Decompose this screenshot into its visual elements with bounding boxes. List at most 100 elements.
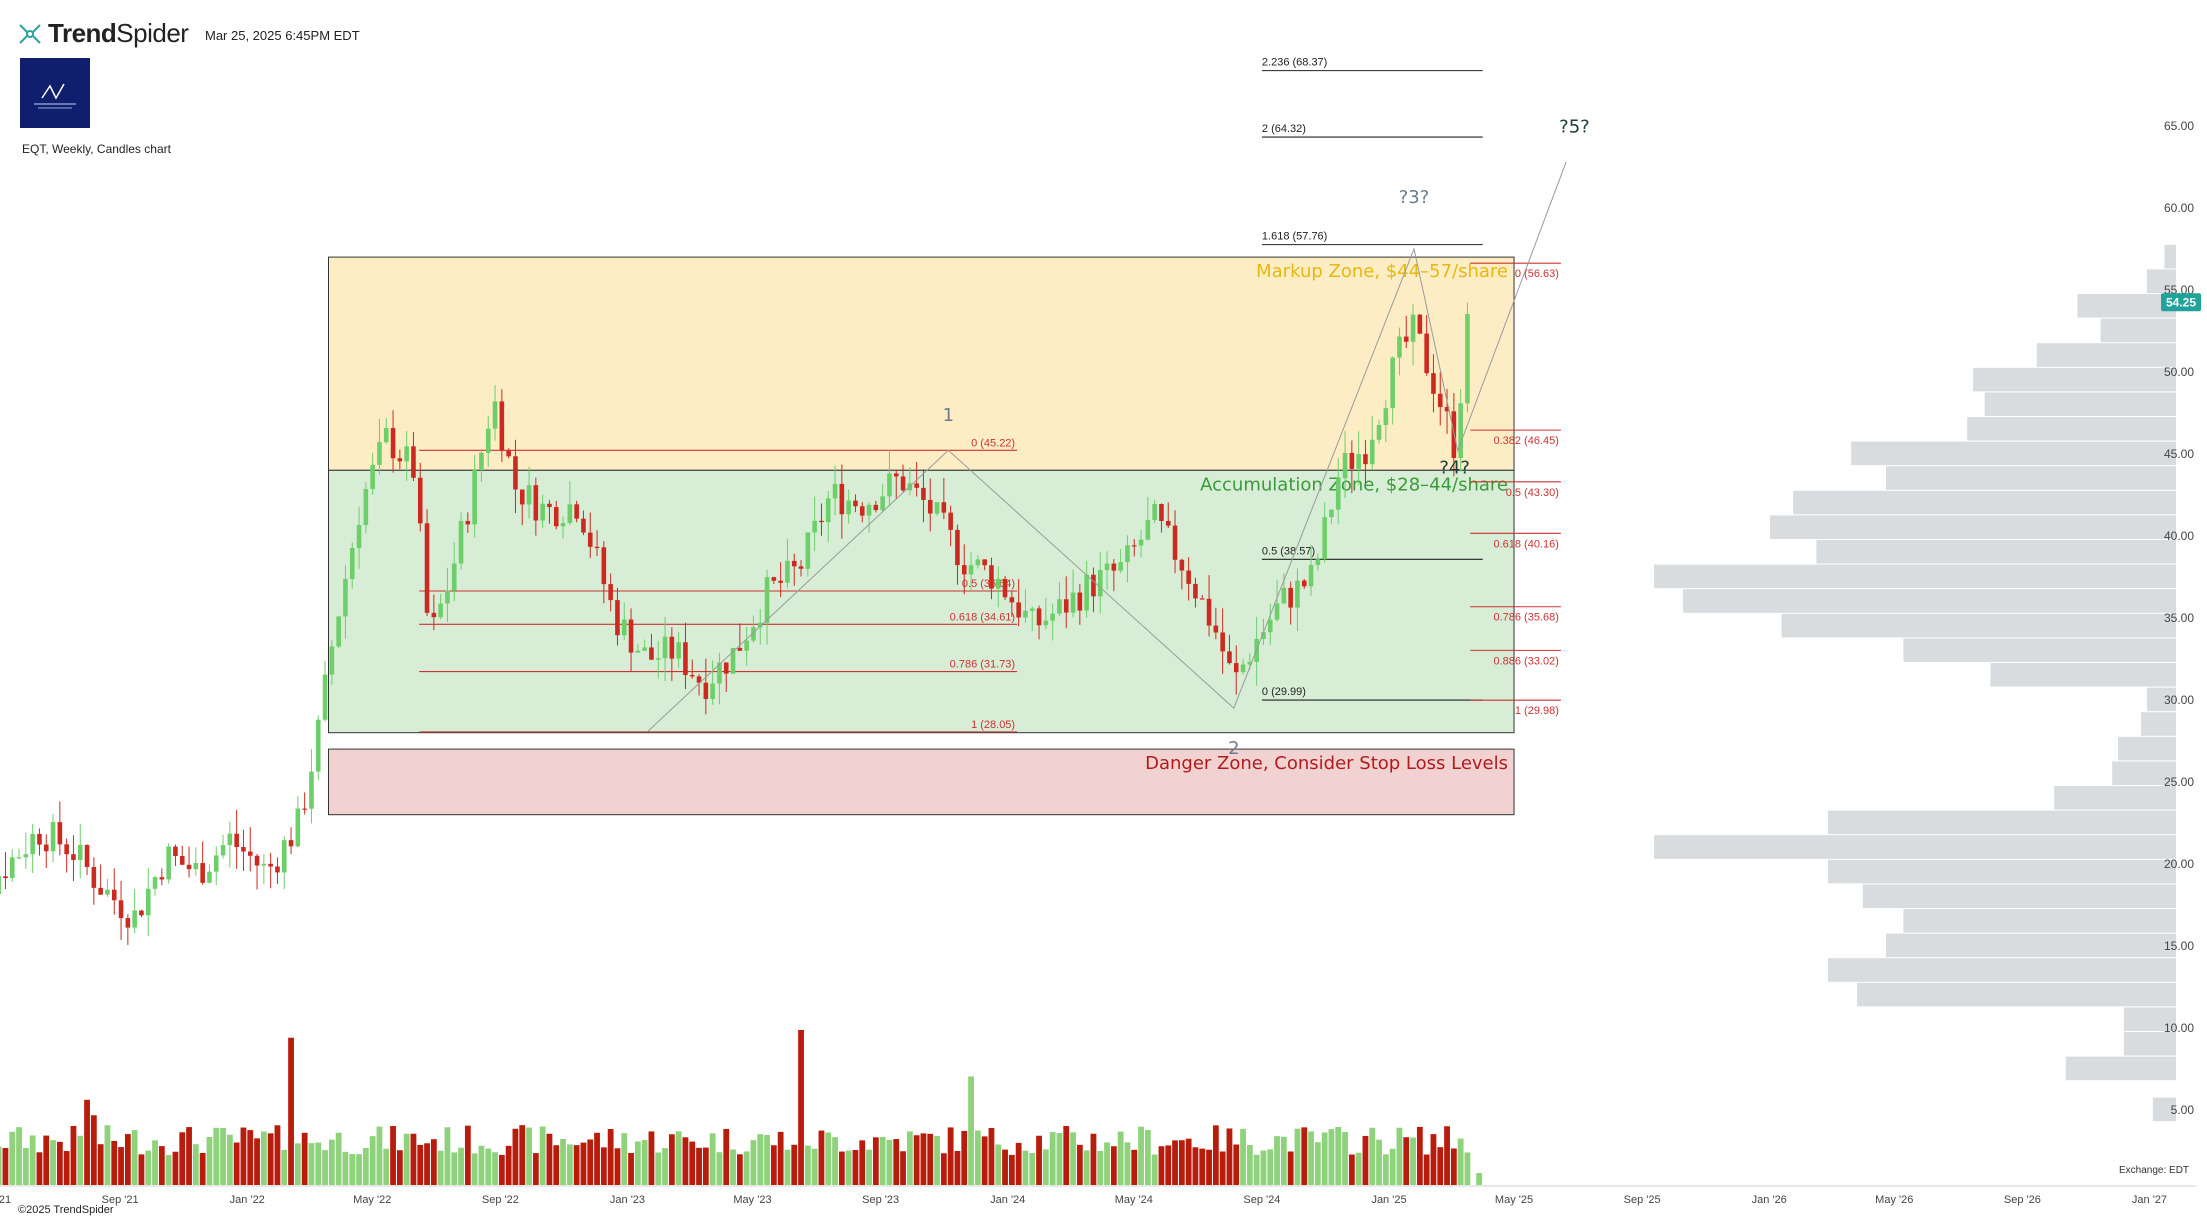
candle-body [0, 876, 1, 895]
volume-bar [1362, 1135, 1369, 1185]
fib-level-label: 1 (29.98) [1515, 705, 1559, 717]
volume-bar [974, 1130, 981, 1185]
volume-bar [464, 1125, 471, 1185]
candle-body [900, 476, 906, 491]
candle-body [676, 642, 681, 659]
trendspider-logo[interactable]: TrendSpider [18, 18, 189, 49]
volume-bar [682, 1137, 689, 1185]
candle-body [1267, 619, 1273, 633]
volume-bar [308, 1143, 315, 1185]
volume-bar [260, 1131, 267, 1185]
volume-bar [1063, 1125, 1070, 1185]
x-tick-label: Sep '22 [482, 1194, 519, 1206]
candle-body [635, 650, 641, 653]
volume-bar [172, 1151, 179, 1185]
volume-bar [1450, 1148, 1457, 1185]
volume-bar [1083, 1150, 1090, 1185]
volume-bar [1267, 1149, 1274, 1185]
y-tick-label: 15.00 [2164, 939, 2194, 953]
volume-bar [526, 1127, 532, 1185]
volume-bar [131, 1130, 138, 1185]
candle-body [1240, 664, 1246, 673]
candle-body [329, 646, 335, 675]
zone-label: Accumulation Zone, $28–44/share [1200, 474, 1508, 495]
candle-body [669, 636, 675, 659]
candle-body [281, 840, 287, 873]
candle-body [404, 446, 409, 462]
candle-body [336, 616, 341, 647]
volume-bar [1396, 1127, 1403, 1185]
volume-bar [1464, 1152, 1471, 1185]
candle-body [261, 863, 267, 866]
volume-bar [845, 1150, 852, 1185]
candle-body [859, 506, 865, 516]
candle-body [451, 563, 457, 591]
volume-bar [1476, 1173, 1483, 1185]
candle-body [472, 470, 477, 525]
volume-profile-bar [1781, 613, 2176, 638]
candle-body [1206, 598, 1212, 626]
volume-profile-bar [1862, 884, 2176, 908]
candle-body [417, 477, 423, 524]
volume-bar [335, 1132, 342, 1185]
volume-bar [580, 1142, 587, 1185]
candle-body [288, 840, 294, 847]
candle-body [628, 619, 634, 653]
volume-bar [165, 1154, 172, 1185]
volume-bar [1335, 1126, 1342, 1185]
volume-bar [784, 1149, 791, 1185]
candle-body [1091, 574, 1096, 597]
candle-body [757, 622, 763, 628]
zone-label: Markup Zone, $44–57/share [1256, 261, 1508, 282]
candle-body [98, 887, 103, 895]
volume-bar [1416, 1126, 1423, 1185]
volume-bar [594, 1132, 600, 1185]
volume-profile-bar [1984, 392, 2176, 416]
candle-body [193, 863, 199, 870]
candle-body [533, 485, 539, 521]
volume-bar [1240, 1128, 1246, 1185]
candle-body [1369, 439, 1375, 465]
volume-bar [702, 1147, 709, 1185]
y-tick-label: 65.00 [2164, 119, 2194, 133]
volume-bar [1015, 1142, 1022, 1185]
volume-bar [158, 1146, 165, 1185]
volume-bar [968, 1076, 974, 1185]
candle-body [1125, 545, 1130, 563]
candle-body [132, 910, 137, 928]
candle-body [1227, 651, 1232, 664]
candle-body [1097, 570, 1103, 597]
candle-body [649, 647, 654, 660]
candle-body [683, 642, 688, 676]
fib-level-label: 0.886 (33.02) [1493, 655, 1558, 667]
candle-body [254, 855, 260, 866]
candle-body [1295, 580, 1300, 608]
volume-bar [1246, 1145, 1253, 1185]
volume-bar [764, 1135, 770, 1185]
volume-profile-bar [1973, 367, 2176, 392]
volume-bar [315, 1142, 322, 1185]
candle-body [370, 464, 375, 490]
volume-profile-bar [2118, 736, 2176, 761]
volume-bar [621, 1133, 628, 1185]
volume-bar [1444, 1126, 1450, 1185]
volume-profile-bar [2036, 343, 2176, 367]
volume-profile-bar [1683, 589, 2176, 613]
copyright-footer: ©2025 TrendSpider [18, 1204, 114, 1216]
volume-bar [689, 1141, 696, 1185]
volume-bar [1002, 1149, 1008, 1185]
volume-bar [233, 1142, 240, 1185]
candle-body [621, 619, 627, 636]
candle-body [785, 560, 790, 583]
fib-level-label: 2 (64.32) [1262, 123, 1306, 135]
candle-body [356, 525, 362, 548]
candle-body [921, 487, 926, 500]
volume-bar [1124, 1142, 1131, 1185]
candle-body [567, 504, 573, 524]
x-tick-label: May '24 [1115, 1194, 1153, 1206]
chart-description: EQT, Weekly, Candles chart [22, 142, 171, 156]
volume-bar [716, 1152, 723, 1185]
candle-body [1322, 517, 1327, 560]
volume-profile-bar [2147, 269, 2176, 293]
